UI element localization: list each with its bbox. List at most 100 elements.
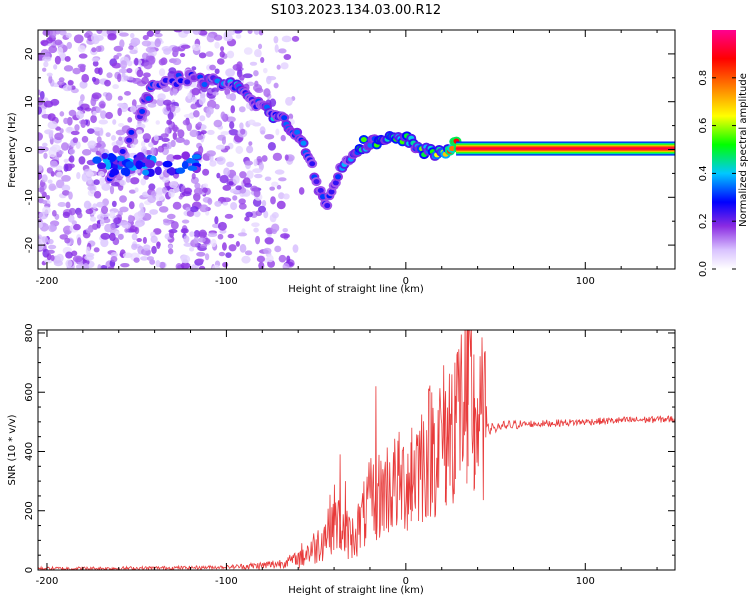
heatmap-noise-blob	[68, 163, 75, 169]
heatmap-noise-blob	[220, 46, 225, 52]
heatmap-noise-blob	[227, 233, 235, 239]
heatmap-noise-blob	[114, 230, 120, 237]
heatmap-noise-blob	[57, 46, 64, 56]
heatmap-noise-blob	[91, 76, 97, 82]
heatmap-noise-blob	[180, 44, 191, 49]
heatmap-noise-blob	[263, 88, 271, 98]
heatmap-noise-blob	[168, 67, 177, 74]
heatmap-noise-blob	[241, 255, 251, 264]
heatmap-low-cluster-blob	[135, 160, 143, 170]
heatmap-noise-blob	[187, 92, 192, 100]
heatmap-noise-blob	[91, 92, 102, 100]
heatmap-noise-blob	[97, 264, 102, 269]
heatmap-noise-blob	[110, 223, 116, 231]
heatmap-noise-blob	[172, 58, 182, 66]
heatmap-noise-blob	[243, 47, 253, 55]
heatmap-noise-blob	[42, 142, 48, 147]
heatmap-noise-blob	[216, 58, 225, 65]
heatmap-noise-blob	[155, 187, 164, 196]
heatmap-noise-blob	[59, 111, 65, 117]
heatmap-noise-blob	[134, 222, 143, 228]
heatmap-noise-blob	[38, 132, 43, 141]
heatmap-noise-blob	[191, 172, 196, 180]
heatmap-noise-blob	[54, 55, 61, 65]
heatmap-noise-blob	[80, 94, 85, 102]
heatmap-noise-blob	[61, 142, 69, 151]
heatmap-noise-blob	[266, 254, 274, 263]
heatmap-noise-blob	[117, 233, 124, 240]
heatmap-noise-blob	[68, 148, 76, 155]
heatmap-ridge-blob	[145, 95, 152, 102]
heatmap-noise-blob	[283, 53, 292, 60]
heatmap-noise-blob	[47, 113, 56, 121]
heatmap-noise-blob	[93, 179, 100, 186]
heatmap-noise-blob	[233, 30, 243, 34]
heatmap-noise-blob	[254, 173, 263, 179]
heatmap-noise-blob	[222, 201, 229, 206]
heatmap-low-cluster-blob	[145, 160, 156, 169]
heatmap-noise-blob	[118, 122, 125, 127]
snr-series-line	[38, 330, 675, 570]
heatmap-noise-blob	[228, 181, 234, 186]
heatmap-noise-blob	[258, 162, 264, 171]
heatmap-noise-blob	[65, 251, 73, 259]
heatmap-noise-blob	[257, 43, 263, 50]
heatmap-low-cluster-blob	[168, 167, 176, 176]
heatmap-ridge-blob	[294, 129, 301, 135]
heatmap-noise-blob	[118, 136, 123, 141]
spectrogram-x-ticks: -200 -100 0 100	[36, 30, 658, 287]
heatmap-noise-blob	[153, 228, 162, 235]
x-tick-label: -100	[215, 576, 238, 587]
heatmap-noise-blob	[125, 176, 131, 183]
heatmap-noise-blob	[197, 237, 206, 243]
heatmap-noise-blob	[225, 252, 232, 258]
heatmap-noise-blob	[47, 120, 58, 130]
heatmap-noise-blob	[191, 66, 197, 71]
heatmap-noise-blob	[120, 60, 128, 69]
heatmap-noise-blob	[98, 146, 105, 154]
heatmap-noise-blob	[140, 141, 146, 148]
heatmap-noise-blob	[44, 258, 53, 264]
heatmap-ridge-blob	[300, 140, 307, 146]
heatmap-noise-blob	[42, 30, 51, 36]
heatmap-noise-blob	[196, 135, 204, 140]
heatmap-noise-blob	[136, 238, 142, 243]
heatmap-low-cluster-blob	[92, 156, 102, 164]
heatmap-noise-blob	[85, 227, 91, 234]
heatmap-noise-blob	[226, 50, 235, 59]
y-tick-label: 800	[24, 323, 35, 342]
heatmap-noise-blob	[65, 32, 72, 38]
heatmap-noise-blob	[275, 128, 280, 136]
heatmap-noise-blob	[245, 211, 253, 218]
heatmap-noise-blob	[183, 139, 190, 146]
heatmap-noise-blob	[119, 32, 129, 37]
heatmap-low-cluster-blob	[191, 154, 202, 160]
heatmap-noise-blob	[221, 242, 227, 251]
snr-y-ticks: 0 200 400 600 800	[24, 323, 675, 573]
colorbar-tick-label: 0.4	[698, 165, 709, 181]
heatmap-noise-blob	[100, 218, 105, 227]
heatmap-noise-blob	[129, 32, 135, 39]
heatmap-noise-blob	[235, 145, 244, 154]
heatmap-low-cluster-blob	[108, 153, 117, 162]
heatmap-noise-blob	[221, 136, 226, 145]
heatmap-noise-blob	[73, 223, 81, 231]
heatmap-noise-blob	[256, 255, 266, 263]
heatmap-noise-blob	[225, 93, 233, 100]
heatmap-noise-blob	[141, 76, 150, 85]
heatmap-noise-blob	[113, 217, 122, 225]
heatmap-noise-blob	[235, 34, 242, 39]
heatmap-noise-blob	[228, 244, 237, 252]
heatmap-noise-blob	[225, 68, 235, 77]
heatmap-noise-blob	[57, 202, 67, 208]
heatmap-noise-blob	[89, 216, 97, 222]
heatmap-noise-blob	[105, 92, 113, 101]
colorbar: 0.0 0.2 0.4 0.6 0.8 Normalized spectral ampl…	[698, 30, 749, 277]
heatmap-noise-blob	[126, 67, 133, 74]
heatmap-noise-blob	[117, 102, 125, 108]
heatmap-noise-blob	[252, 84, 263, 92]
heatmap-noise-blob	[140, 178, 147, 186]
colorbar-tick-label: 0.6	[698, 118, 709, 134]
heatmap-noise-blob	[189, 231, 195, 237]
heatmap-noise-blob	[235, 241, 240, 247]
